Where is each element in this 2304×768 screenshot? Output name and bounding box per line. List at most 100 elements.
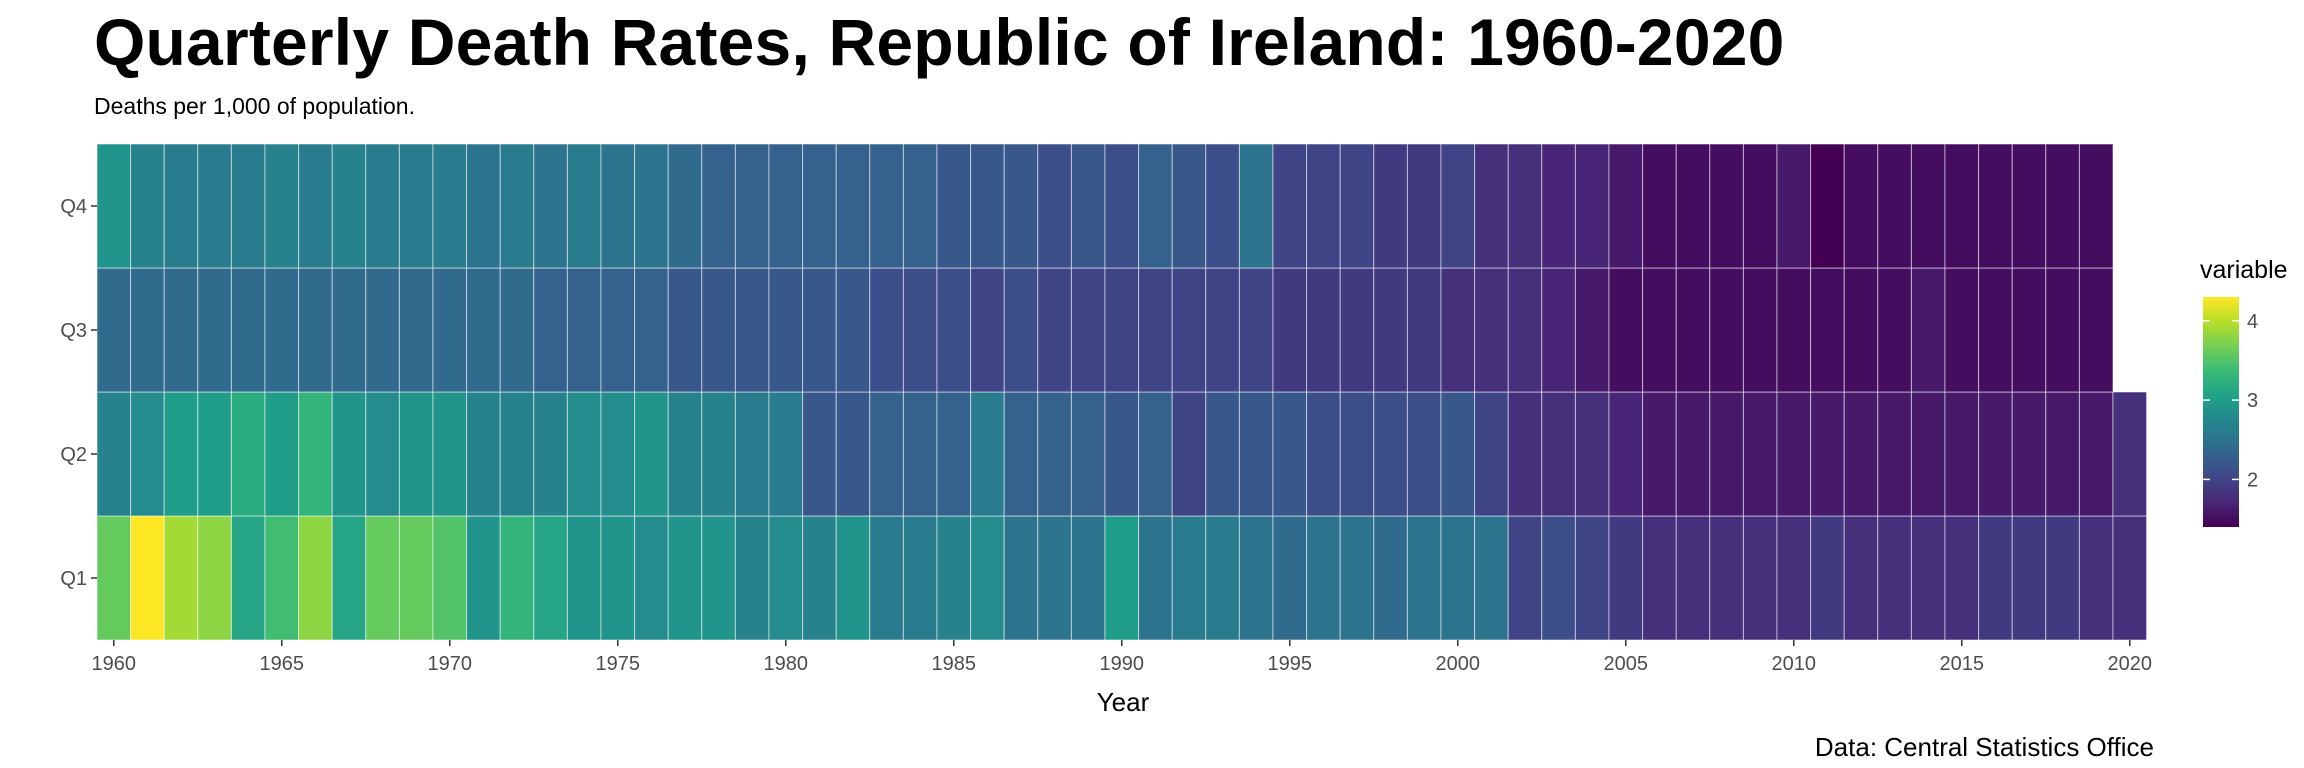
- x-tick-label-2000: 2000: [1436, 653, 1481, 675]
- heatmap-cell-2017-q3: [2011, 267, 2047, 393]
- heatmap-cell-1960-q1: [96, 515, 132, 641]
- heatmap-cell-2011-q3: [1810, 267, 1845, 393]
- heatmap-cell-1982-q2: [835, 391, 871, 517]
- heatmap-cell-2017-q2: [2011, 391, 2047, 517]
- heatmap-cell-1977-q1: [667, 515, 703, 641]
- heatmap-cell-1999-q2: [1406, 391, 1442, 517]
- heatmap-cell-1965-q4: [264, 143, 300, 269]
- heatmap-cell-1968-q3: [365, 267, 400, 393]
- heatmap-cell-2015-q4: [1944, 143, 1980, 269]
- heatmap-cell-1981-q4: [802, 143, 837, 269]
- x-tick-label-2010: 2010: [1772, 653, 1817, 675]
- heatmap-cell-1993-q3: [1205, 267, 1240, 393]
- heatmap-cell-1986-q2: [970, 391, 1005, 517]
- heatmap-cell-1966-q2: [298, 391, 333, 517]
- heatmap-cell-2019-q3: [2078, 267, 2114, 393]
- x-tick-label-1980: 1980: [764, 653, 809, 675]
- heatmap-cell-2003-q1: [1541, 515, 1576, 641]
- heatmap-cell-2012-q2: [1843, 391, 1879, 517]
- heatmap-cell-2003-q3: [1541, 267, 1576, 393]
- heatmap-cell-1966-q1: [298, 515, 333, 641]
- heatmap-cell-2005-q4: [1608, 143, 1644, 269]
- heatmap-cell-1963-q1: [197, 515, 232, 641]
- heatmap-cell-1976-q3: [634, 267, 669, 393]
- heatmap-cell-1993-q4: [1205, 143, 1240, 269]
- heatmap-cell-1998-q4: [1373, 143, 1408, 269]
- heatmap-cell-1989-q4: [1070, 143, 1106, 269]
- heatmap-cell-1977-q2: [667, 391, 703, 517]
- chart-title: Quarterly Death Rates, Republic of Irela…: [94, 5, 1785, 79]
- heatmap-cell-2013-q4: [1877, 143, 1912, 269]
- x-tick-label-1960: 1960: [92, 653, 137, 675]
- heatmap-cell-2009-q4: [1742, 143, 1778, 269]
- heatmap-cell-1995-q4: [1272, 143, 1308, 269]
- heatmap-cell-1986-q1: [970, 515, 1005, 641]
- heatmap-cell-1966-q3: [298, 267, 333, 393]
- heatmap-cell-1992-q4: [1171, 143, 1207, 269]
- heatmap-cell-1976-q1: [634, 515, 669, 641]
- heatmap-cell-2016-q1: [1978, 515, 2013, 641]
- x-tick-label-1995: 1995: [1268, 653, 1313, 675]
- heatmap-cell-1980-q3: [768, 267, 804, 393]
- x-tick-label-1970: 1970: [428, 653, 473, 675]
- heatmap-cell-2014-q3: [1910, 267, 1946, 393]
- heatmap-cell-1998-q3: [1373, 267, 1408, 393]
- heatmap-cell-2020-q2: [2112, 391, 2148, 517]
- heatmap-cell-1987-q4: [1003, 143, 1039, 269]
- heatmap-cell-2017-q1: [2011, 515, 2047, 641]
- heatmap-cell-2016-q4: [1978, 143, 2013, 269]
- heatmap-cell-2003-q2: [1541, 391, 1576, 517]
- heatmap-cell-2018-q4: [2045, 143, 2080, 269]
- heatmap-cell-1964-q2: [230, 391, 266, 517]
- heatmap-cell-2006-q4: [1642, 143, 1677, 269]
- heatmap-cell-1985-q2: [936, 391, 972, 517]
- heatmap-cell-1967-q3: [331, 267, 367, 393]
- heatmap-cell-2004-q4: [1574, 143, 1610, 269]
- heatmap-cell-1994-q2: [1238, 391, 1274, 517]
- heatmap-cell-1983-q3: [869, 267, 904, 393]
- heatmap-cell-1992-q2: [1171, 391, 1207, 517]
- heatmap-cell-2013-q3: [1877, 267, 1912, 393]
- heatmap-cell-2012-q1: [1843, 515, 1879, 641]
- heatmap-cell-1969-q1: [398, 515, 434, 641]
- heatmap-cell-1986-q4: [970, 143, 1005, 269]
- heatmap-cell-1975-q4: [600, 143, 636, 269]
- heatmap-cell-1964-q1: [230, 515, 266, 641]
- heatmap-cell-1990-q1: [1104, 515, 1140, 641]
- heatmap-cell-1979-q2: [734, 391, 770, 517]
- legend-label-2: 2: [2247, 469, 2258, 491]
- heatmap-cell-1967-q2: [331, 391, 367, 517]
- heatmap-cell-2000-q2: [1440, 391, 1476, 517]
- heatmap-cell-2012-q3: [1843, 267, 1879, 393]
- heatmap-cell-1961-q2: [130, 391, 165, 517]
- heatmap-cell-1988-q3: [1037, 267, 1072, 393]
- heatmap-cell-2006-q3: [1642, 267, 1677, 393]
- heatmap-cell-1985-q3: [936, 267, 972, 393]
- heatmap-cell-2005-q3: [1608, 267, 1644, 393]
- heatmap-cell-1984-q1: [902, 515, 938, 641]
- heatmap-cell-2011-q2: [1810, 391, 1845, 517]
- heatmap-cell-1969-q2: [398, 391, 434, 517]
- heatmap-cell-1973-q2: [533, 391, 568, 517]
- heatmap-cell-1974-q2: [566, 391, 602, 517]
- heatmap-cell-2003-q4: [1541, 143, 1576, 269]
- heatmap-cell-1990-q2: [1104, 391, 1140, 517]
- heatmap-cell-2015-q3: [1944, 267, 1980, 393]
- heatmap-cell-2008-q1: [1709, 515, 1744, 641]
- heatmap-cell-1981-q2: [802, 391, 837, 517]
- heatmap-cell-1969-q3: [398, 267, 434, 393]
- heatmap-cell-1989-q2: [1070, 391, 1106, 517]
- heatmap-cell-2012-q4: [1843, 143, 1879, 269]
- legend-colorbar: [2203, 297, 2239, 527]
- heatmap-cell-1965-q1: [264, 515, 300, 641]
- heatmap-cell-1997-q3: [1339, 267, 1375, 393]
- heatmap-cell-2009-q2: [1742, 391, 1778, 517]
- heatmap-cell-2013-q1: [1877, 515, 1912, 641]
- heatmap-cell-2000-q3: [1440, 267, 1476, 393]
- x-axis-title: Year: [1097, 687, 1150, 717]
- heatmap-cell-1993-q1: [1205, 515, 1240, 641]
- heatmap-cell-1979-q4: [734, 143, 770, 269]
- heatmap-cell-1978-q2: [701, 391, 736, 517]
- heatmap-cell-2018-q2: [2045, 391, 2080, 517]
